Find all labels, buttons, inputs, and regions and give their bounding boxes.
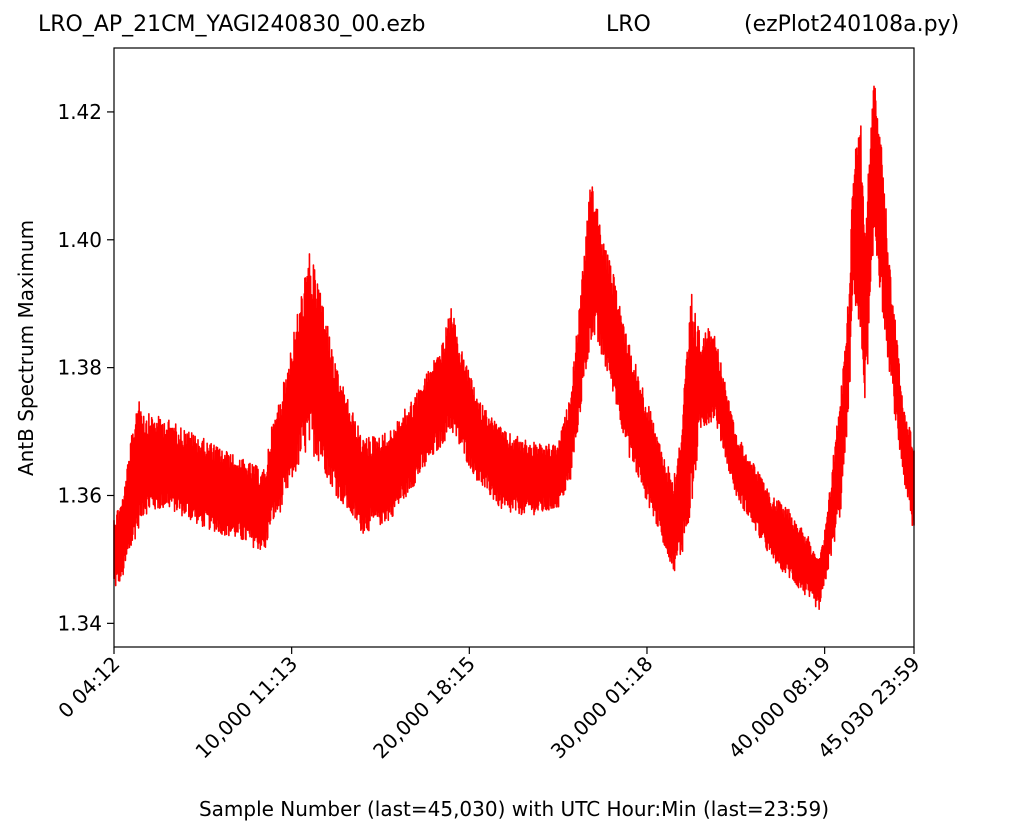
y-tick-label: 1.38 [57, 356, 102, 380]
x-tick-label: 20,000 18:15 [368, 652, 480, 764]
y-axis: 1.34 1.36 1.38 1.40 1.42 [57, 100, 114, 635]
x-tick-label: 10,000 11:13 [190, 652, 302, 764]
y-axis-label: AntB Spectrum Maximum [14, 220, 38, 476]
x-axis-label: Sample Number (last=45,030) with UTC Hou… [199, 797, 829, 821]
x-tick-label: 30,000 01:18 [546, 652, 658, 764]
x-tick-label: 0 04:12 [53, 652, 124, 723]
y-tick-label: 1.40 [57, 228, 102, 252]
y-tick-label: 1.34 [57, 611, 102, 635]
plot-frame [113, 47, 915, 648]
plot-area [113, 85, 915, 611]
chart-title-filename: LRO_AP_21CM_YAGI240830_00.ezb [38, 12, 426, 37]
y-tick-label: 1.36 [57, 483, 102, 507]
x-axis: 0 04:12 10,000 11:13 20,000 18:15 30,000 01… [53, 647, 925, 764]
chart-title-script: (ezPlot240108a.py) [744, 12, 960, 37]
series-line [113, 85, 915, 611]
y-tick-label: 1.42 [57, 100, 102, 124]
chart-title-site: LRO [606, 12, 651, 37]
